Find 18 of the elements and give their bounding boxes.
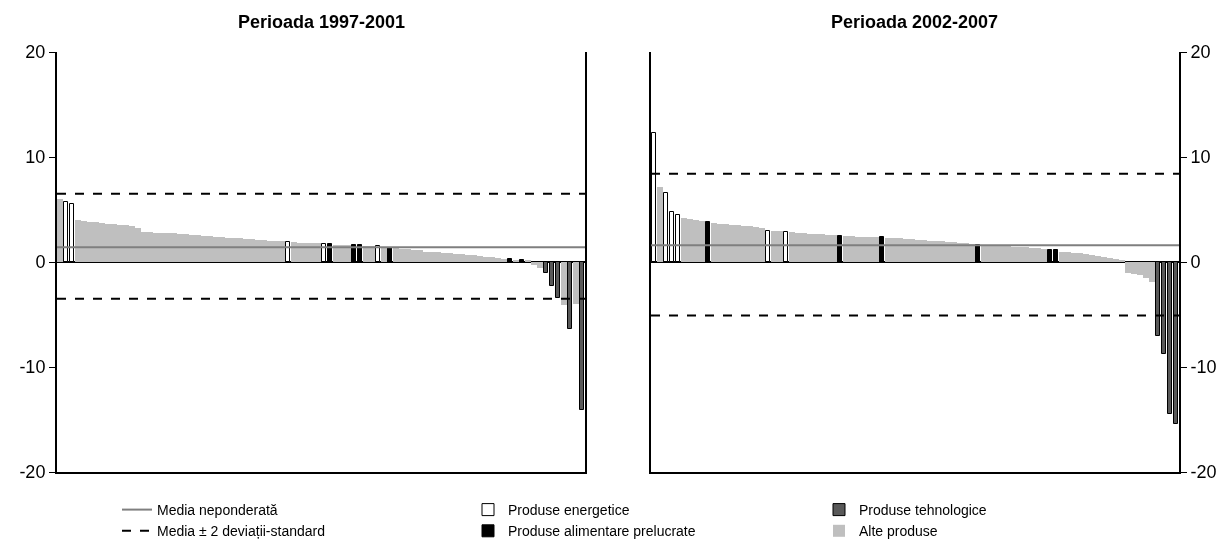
y-tick-label: -10 (19, 357, 46, 378)
y-tick-label: 10 (25, 147, 46, 168)
y-tick-label: 20 (25, 42, 46, 63)
legend-label: Produse energetice (508, 502, 630, 519)
chart-title: Perioada 1997-2001 (238, 12, 406, 32)
y-tick-label: 0 (1190, 252, 1201, 273)
y-tick-label: 10 (1190, 147, 1211, 168)
y-tick-label: -20 (1190, 462, 1217, 483)
y-tick-label: 0 (35, 252, 46, 273)
y-tick-label: 20 (1190, 42, 1211, 63)
legend-label: Media neponderată (157, 502, 278, 519)
legend-label: Media ± 2 deviații-standard (157, 523, 325, 540)
chart-title: Perioada 2002-2007 (831, 12, 999, 32)
legend-label: Produse tehnologice (859, 502, 987, 519)
y-tick-label: -20 (19, 462, 46, 483)
legend-label: Produse alimentare prelucrate (508, 523, 696, 540)
legend-label: Alte produse (859, 523, 938, 540)
y-tick-label: -10 (1190, 357, 1217, 378)
